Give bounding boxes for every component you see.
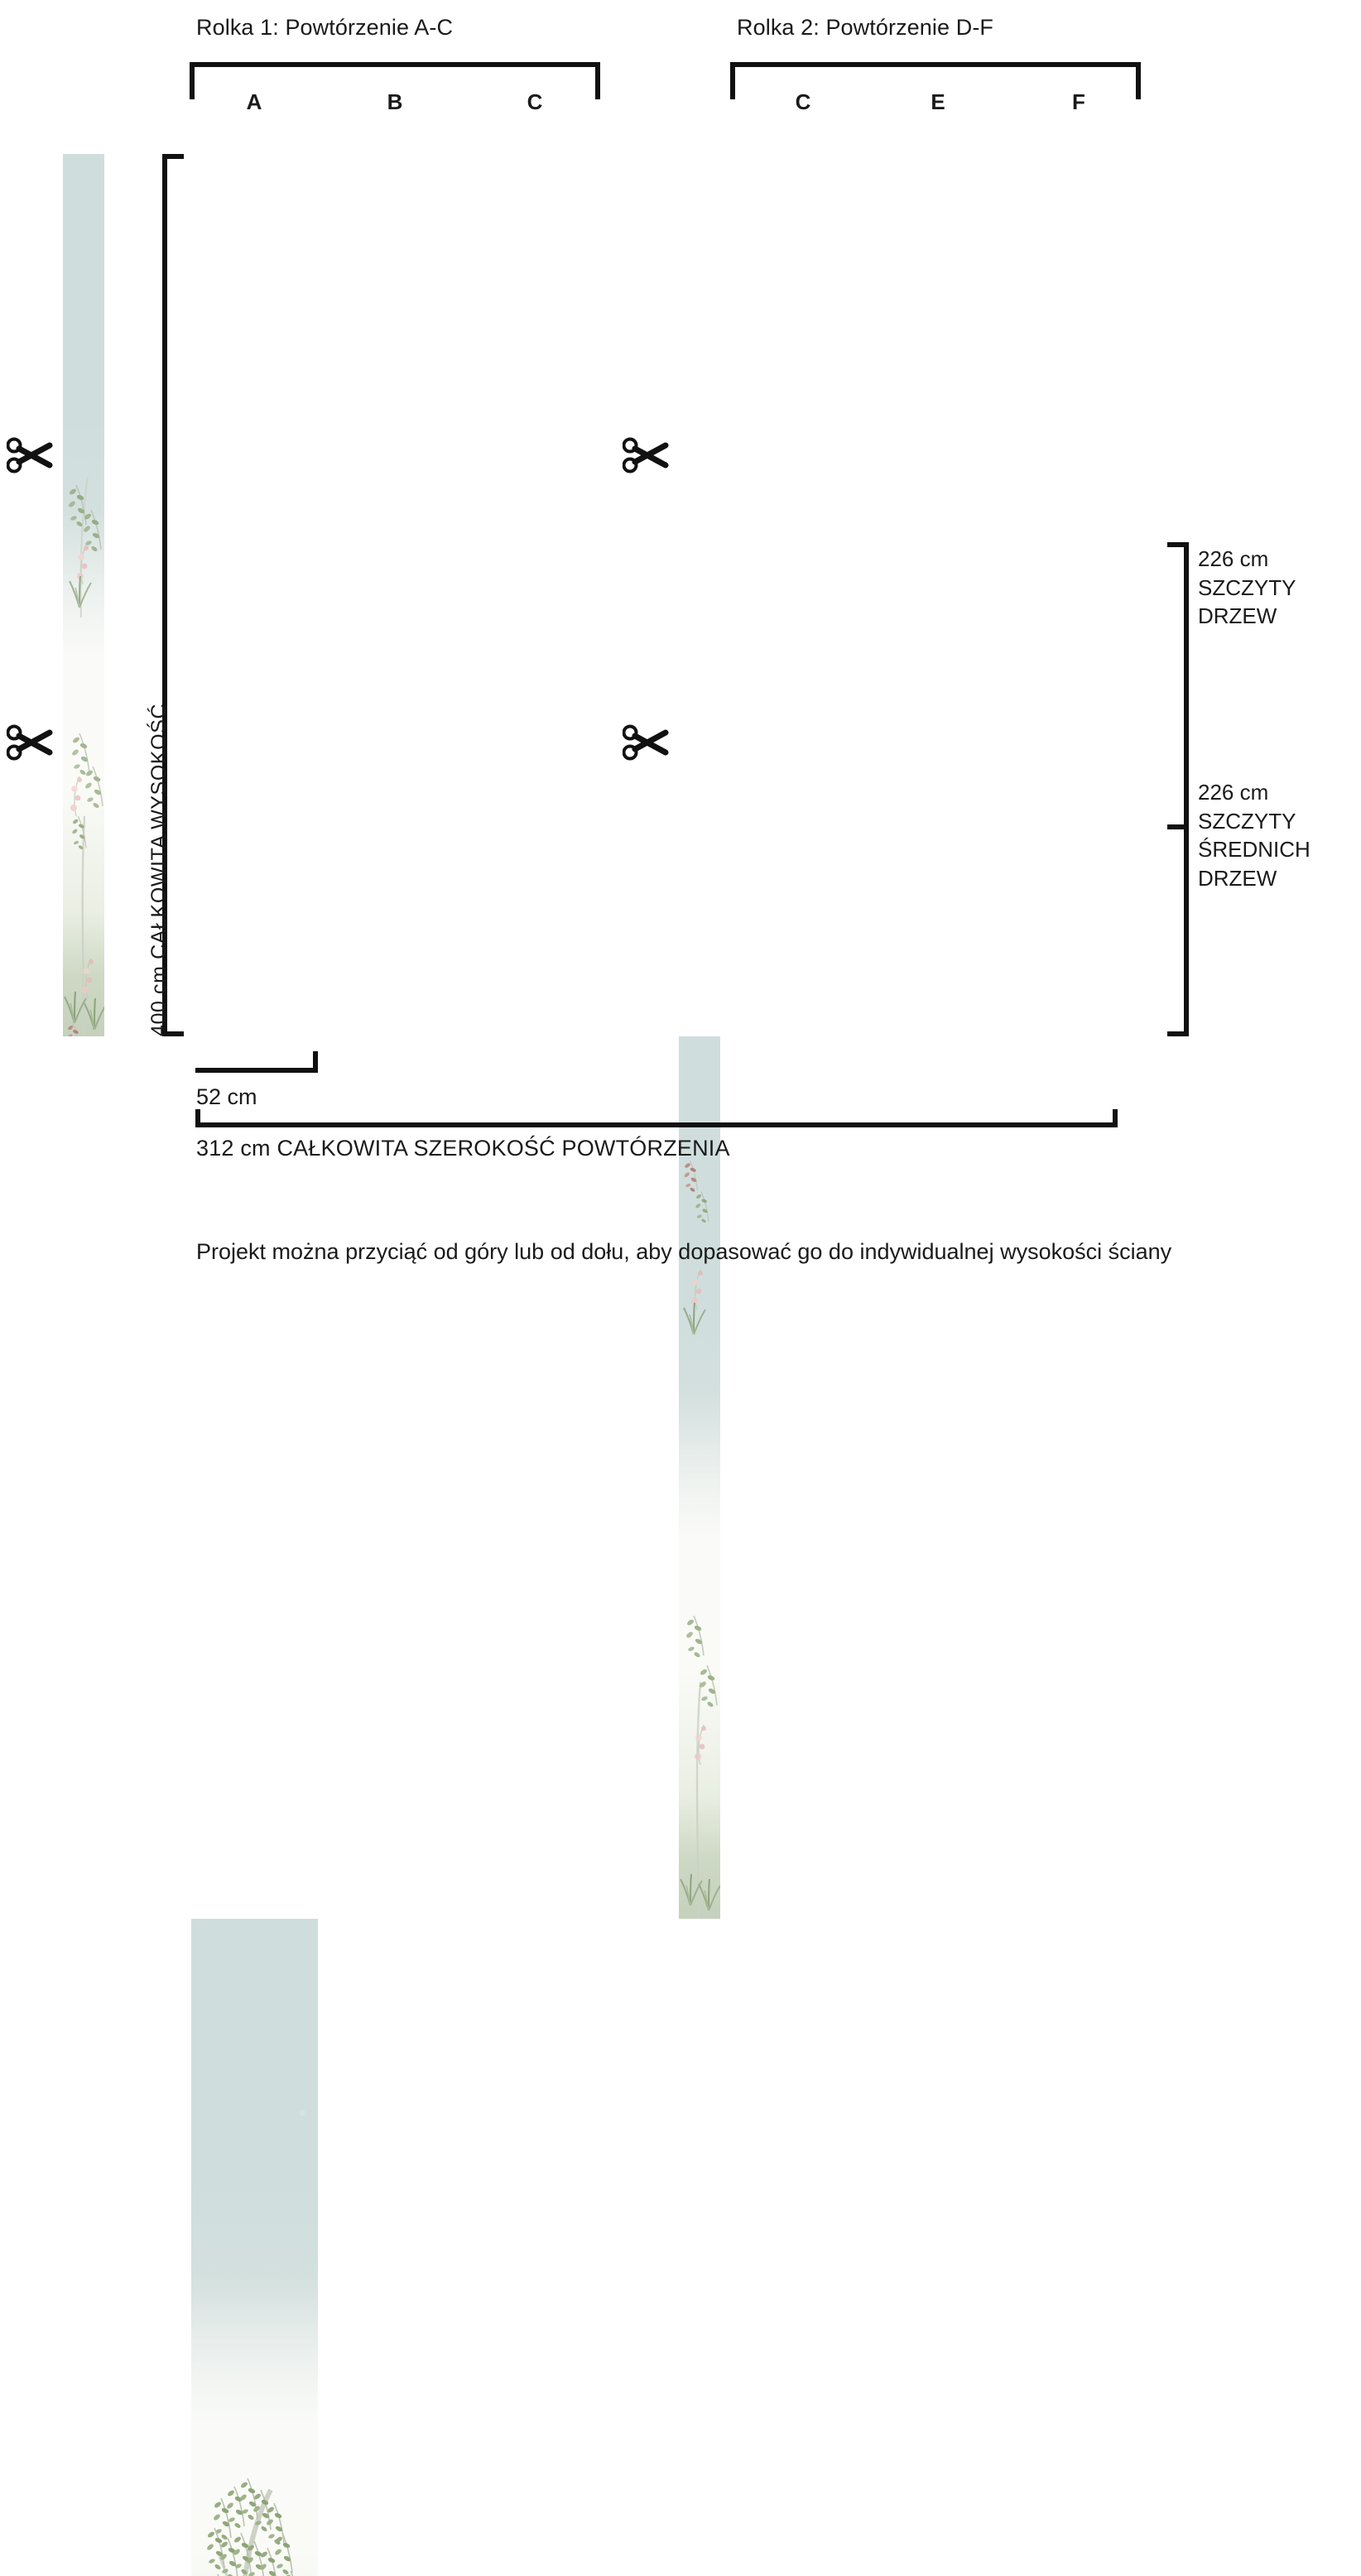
panel-label-b: B — [387, 89, 403, 114]
total-height-bracket — [162, 154, 184, 1036]
panel-a-art — [191, 1919, 318, 2576]
scissors-icon-roll1-top — [6, 437, 53, 478]
trim-note: Projekt można przyciąć od góry lub od do… — [196, 1239, 1172, 1264]
right-measure-tick-bottom — [1167, 1031, 1189, 1036]
total-width-label: 312 cm CAŁKOWITA SZEROKOŚĆ POWTÓRZENIA — [196, 1136, 730, 1161]
roll-2-title: Rolka 2: Powtórzenie D-F — [737, 15, 994, 40]
roll-1-title: Rolka 1: Powtórzenie A-C — [196, 15, 454, 40]
measure-bottom-label: 226 cm SZCZYTY ŚREDNICH DRZEW — [1198, 780, 1311, 891]
roll-2-offcut-strip — [679, 1036, 720, 1919]
right-measure-tick-mid — [1167, 824, 1189, 829]
panel-label-c: C — [527, 89, 543, 114]
roll-1-span-bracket — [190, 62, 600, 99]
measure-top-label: 226 cm SZCZYTY DRZEW — [1198, 546, 1296, 629]
panel-label-a: A — [246, 89, 262, 114]
panel-width-label: 52 cm — [196, 1084, 257, 1109]
panel-label-c2: C — [795, 89, 811, 114]
scissors-icon-roll2-top — [622, 437, 669, 478]
panel-width-bracket — [195, 1051, 318, 1073]
right-measure-tick-top — [1167, 542, 1189, 547]
scissors-icon-roll2-bottom — [622, 724, 669, 765]
strip-1-botanical-art — [63, 154, 104, 1036]
panel-label-e: E — [931, 89, 945, 114]
scissors-glyph — [6, 437, 53, 473]
strip-2-botanical-art — [679, 1036, 720, 1919]
roll-2-span-bracket — [730, 62, 1141, 99]
total-width-bracket — [195, 1109, 1118, 1127]
panel-a — [191, 1919, 318, 2576]
scissors-glyph — [622, 724, 669, 761]
scissors-icon-roll1-bottom — [6, 724, 53, 765]
scissors-glyph — [6, 724, 53, 761]
total-height-label: 400 cm CAŁKOWITA WYSOKOŚĆ — [147, 703, 171, 1036]
scissors-glyph — [622, 437, 669, 473]
right-measure-rule — [1184, 542, 1189, 1036]
panel-label-f: F — [1072, 89, 1085, 114]
roll-1-offcut-strip — [63, 154, 104, 1036]
